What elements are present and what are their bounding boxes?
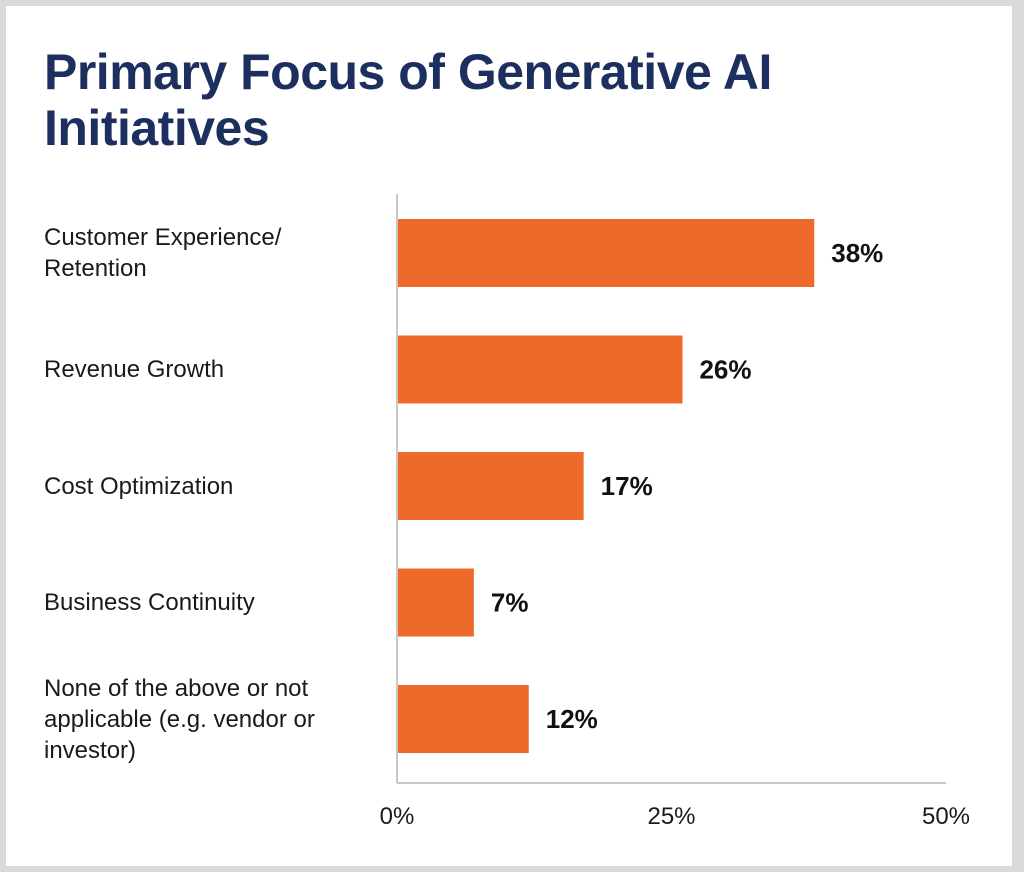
bar-chart-plot: 0% 25% 50% 38% 26% 17% 7% 12% <box>380 194 970 830</box>
category-label: None of the above or not applicable (e.g… <box>44 674 315 764</box>
bar <box>398 452 584 520</box>
bar <box>398 685 529 753</box>
category-label: Customer Experience/ Retention <box>44 224 282 282</box>
category-label: Business Continuity <box>44 589 255 616</box>
bar <box>398 219 815 287</box>
chart-title: Primary Focus of Generative AI Initiativ… <box>44 44 772 156</box>
bar-value-label: 38% <box>831 238 883 268</box>
bar-value-label: 26% <box>699 355 751 385</box>
chart-card: Primary Focus of Generative AI Initiativ… <box>6 6 1012 866</box>
bar-value-label: 12% <box>546 704 598 734</box>
category-label: Cost Optimization <box>44 472 234 500</box>
x-tick-label: 0% <box>380 803 415 830</box>
bar-value-label: 17% <box>601 471 653 501</box>
bar <box>398 335 683 404</box>
bar-value-label: 7% <box>491 588 529 618</box>
x-tick-label: 25% <box>647 803 695 830</box>
x-tick-label: 50% <box>922 803 970 830</box>
bar <box>398 568 474 637</box>
category-label: Revenue Growth <box>44 356 225 383</box>
